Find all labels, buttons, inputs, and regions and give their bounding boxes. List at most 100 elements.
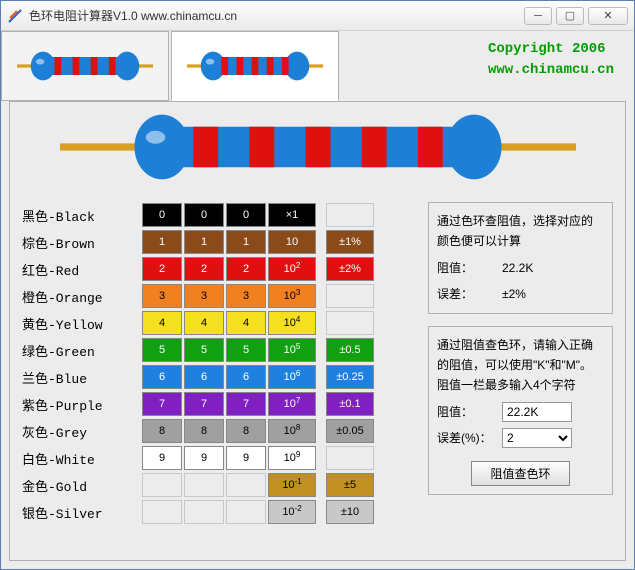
- color-row: 银色-Silver 10-2 ±10: [22, 499, 402, 525]
- close-button[interactable]: ✕: [588, 7, 628, 25]
- lookup-by-value-box: 通过阻值查色环，请输入正确的阻值，可以使用"K"和"M"。阻值一栏最多输入4个字…: [428, 326, 613, 495]
- titlebar: 色环电阻计算器V1.0 www.chinamcu.cn ─ ▢ ✕: [1, 1, 634, 31]
- color-row: 黄色-Yellow444104: [22, 310, 402, 336]
- tolerance-cell[interactable]: ±0.5: [326, 338, 374, 362]
- digit2-cell[interactable]: 3: [184, 284, 224, 308]
- color-label: 白色-White: [22, 449, 142, 468]
- color-label: 黄色-Yellow: [22, 314, 142, 333]
- digit3-cell[interactable]: 8: [226, 419, 266, 443]
- color-row: 白色-White999109: [22, 445, 402, 471]
- content: Copyright 2006 www.chinamcu.cn 黑色-Black0…: [1, 31, 634, 569]
- color-label: 紫色-Purple: [22, 395, 142, 414]
- big-resistor: [10, 102, 625, 192]
- digit2-cell[interactable]: 2: [184, 257, 224, 281]
- digit2-cell: [184, 500, 224, 524]
- digit1-cell[interactable]: 3: [142, 284, 182, 308]
- color-row: 黑色-Black000×1: [22, 202, 402, 228]
- digit1-cell[interactable]: 7: [142, 392, 182, 416]
- tolerance-cell: [326, 284, 374, 308]
- digit3-cell[interactable]: 1: [226, 230, 266, 254]
- digit1-cell: [142, 473, 182, 497]
- multiplier-cell[interactable]: 107: [268, 392, 316, 416]
- tolerance-cell[interactable]: ±0.05: [326, 419, 374, 443]
- digit3-cell[interactable]: 2: [226, 257, 266, 281]
- color-label: 银色-Silver: [22, 503, 142, 522]
- multiplier-cell[interactable]: 108: [268, 419, 316, 443]
- multiplier-cell[interactable]: 10: [268, 230, 316, 254]
- digit3-cell[interactable]: 3: [226, 284, 266, 308]
- tab-5band[interactable]: [171, 31, 339, 101]
- box2-t-label: 误差(%)：: [437, 428, 502, 448]
- multiplier-cell[interactable]: 109: [268, 446, 316, 470]
- digit2-cell: [184, 473, 224, 497]
- tolerance-cell: [326, 311, 374, 335]
- multiplier-cell[interactable]: 10-2: [268, 500, 316, 524]
- multiplier-cell[interactable]: 104: [268, 311, 316, 335]
- digit2-cell[interactable]: 0: [184, 203, 224, 227]
- digit3-cell[interactable]: 5: [226, 338, 266, 362]
- color-label: 绿色-Green: [22, 341, 142, 360]
- digit3-cell[interactable]: 0: [226, 203, 266, 227]
- app-icon: [7, 8, 23, 24]
- digit1-cell[interactable]: 9: [142, 446, 182, 470]
- digit1-cell[interactable]: 2: [142, 257, 182, 281]
- color-table: 黑色-Black000×1棕色-Brown11110±1%红色-Red22210…: [22, 202, 402, 526]
- multiplier-cell[interactable]: ×1: [268, 203, 316, 227]
- window-title: 色环电阻计算器V1.0 www.chinamcu.cn: [29, 7, 524, 24]
- digit2-cell[interactable]: 6: [184, 365, 224, 389]
- tab-4band[interactable]: [1, 31, 169, 101]
- box1-r-value: 22.2K: [502, 258, 533, 278]
- color-row: 兰色-Blue666106±0.25: [22, 364, 402, 390]
- digit2-cell[interactable]: 4: [184, 311, 224, 335]
- tolerance-cell: [326, 446, 374, 470]
- main-panel: 黑色-Black000×1棕色-Brown11110±1%红色-Red22210…: [9, 101, 626, 561]
- tolerance-cell[interactable]: ±1%: [326, 230, 374, 254]
- calculate-button[interactable]: 阻值查色环: [471, 461, 569, 486]
- minimize-button[interactable]: ─: [524, 7, 552, 25]
- tolerance-cell[interactable]: ±2%: [326, 257, 374, 281]
- digit1-cell[interactable]: 8: [142, 419, 182, 443]
- box1-r-label: 阻值：: [437, 258, 502, 278]
- multiplier-cell[interactable]: 102: [268, 257, 316, 281]
- color-row: 紫色-Purple777107±0.1: [22, 391, 402, 417]
- digit3-cell[interactable]: 6: [226, 365, 266, 389]
- digit1-cell[interactable]: 4: [142, 311, 182, 335]
- color-row: 棕色-Brown11110±1%: [22, 229, 402, 255]
- window-controls: ─ ▢ ✕: [524, 7, 628, 25]
- digit3-cell[interactable]: 4: [226, 311, 266, 335]
- box1-t-value: ±2%: [502, 284, 526, 304]
- color-row: 绿色-Green555105±0.5: [22, 337, 402, 363]
- tolerance-cell[interactable]: ±0.1: [326, 392, 374, 416]
- digit3-cell[interactable]: 9: [226, 446, 266, 470]
- tolerance-select[interactable]: 2: [502, 428, 572, 448]
- multiplier-cell[interactable]: 10-1: [268, 473, 316, 497]
- resistance-input[interactable]: [502, 402, 572, 422]
- color-label: 兰色-Blue: [22, 368, 142, 387]
- right-panel: 通过色环查阻值，选择对应的颜色便可以计算 阻值： 22.2K 误差： ±2% 通…: [428, 202, 613, 507]
- digit2-cell[interactable]: 8: [184, 419, 224, 443]
- box2-r-label: 阻值：: [437, 402, 502, 422]
- digit2-cell[interactable]: 5: [184, 338, 224, 362]
- maximize-button[interactable]: ▢: [556, 7, 584, 25]
- tolerance-cell[interactable]: ±0.25: [326, 365, 374, 389]
- digit1-cell[interactable]: 5: [142, 338, 182, 362]
- box2-description: 通过阻值查色环，请输入正确的阻值，可以使用"K"和"M"。阻值一栏最多输入4个字…: [437, 335, 604, 396]
- copyright: Copyright 2006 www.chinamcu.cn: [488, 39, 614, 81]
- multiplier-cell[interactable]: 106: [268, 365, 316, 389]
- multiplier-cell[interactable]: 103: [268, 284, 316, 308]
- digit1-cell[interactable]: 0: [142, 203, 182, 227]
- digit3-cell[interactable]: 7: [226, 392, 266, 416]
- digit1-cell[interactable]: 1: [142, 230, 182, 254]
- tolerance-cell: [326, 203, 374, 227]
- digit2-cell[interactable]: 9: [184, 446, 224, 470]
- digit2-cell[interactable]: 7: [184, 392, 224, 416]
- tolerance-cell[interactable]: ±10: [326, 500, 374, 524]
- multiplier-cell[interactable]: 105: [268, 338, 316, 362]
- digit1-cell[interactable]: 6: [142, 365, 182, 389]
- color-row: 灰色-Grey888108±0.05: [22, 418, 402, 444]
- tabs: Copyright 2006 www.chinamcu.cn: [1, 31, 634, 101]
- digit3-cell: [226, 473, 266, 497]
- digit3-cell: [226, 500, 266, 524]
- digit2-cell[interactable]: 1: [184, 230, 224, 254]
- tolerance-cell[interactable]: ±5: [326, 473, 374, 497]
